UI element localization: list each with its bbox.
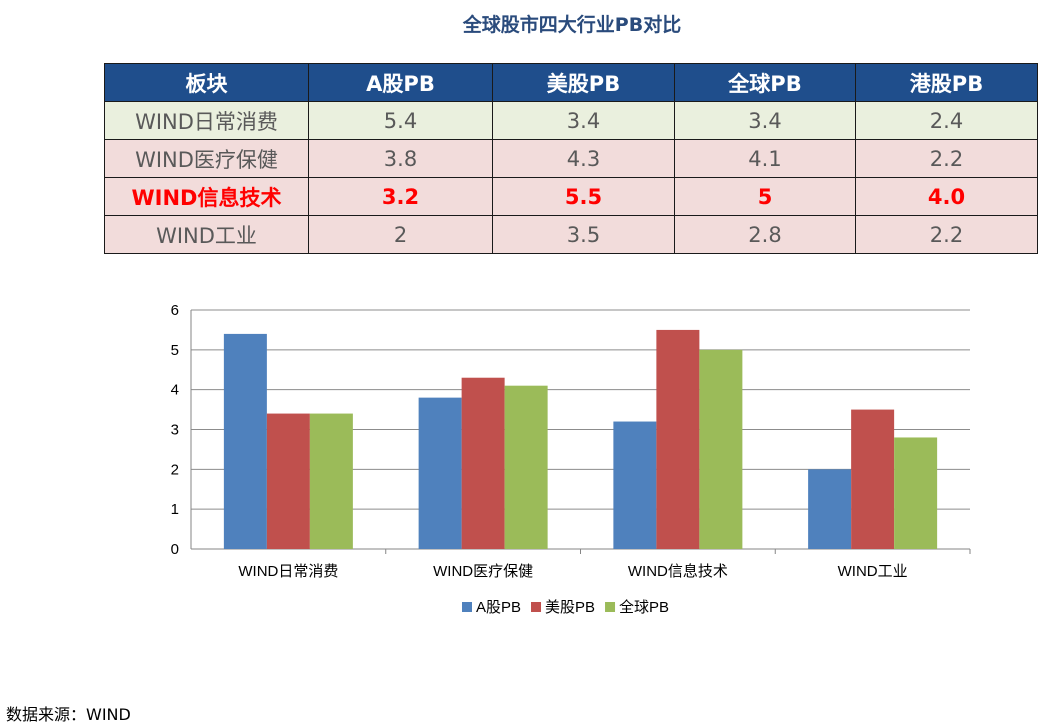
bar bbox=[461, 377, 505, 549]
x-tick-label: WIND日常消费 bbox=[238, 563, 338, 580]
bar bbox=[266, 413, 310, 549]
table-cell: WIND日常消费 bbox=[104, 101, 309, 140]
table-cell: 4.0 bbox=[855, 177, 1038, 216]
table-cell: 5.4 bbox=[308, 101, 493, 140]
table-cell: WIND医疗保健 bbox=[104, 139, 309, 178]
legend-label: 美股PB bbox=[545, 599, 595, 616]
pb-table: 板块 A股PB 美股PB 全球PB 港股PB WIND日常消费 5.4 3.4 … bbox=[104, 63, 1038, 254]
bar bbox=[309, 413, 353, 549]
table-cell: 2 bbox=[308, 215, 493, 254]
x-tick-label: WIND医疗保健 bbox=[433, 563, 533, 580]
legend-label: A股PB bbox=[476, 599, 521, 616]
x-tick-label: WIND信息技术 bbox=[628, 563, 728, 580]
x-tick-label: WIND工业 bbox=[838, 563, 908, 580]
table-cell: 2.8 bbox=[674, 215, 856, 254]
bar bbox=[851, 409, 895, 549]
bar bbox=[504, 385, 548, 549]
table-cell: 4.1 bbox=[674, 139, 856, 178]
bar bbox=[656, 329, 700, 549]
bar bbox=[418, 397, 462, 549]
table-header-row: 板块 A股PB 美股PB 全球PB 港股PB bbox=[104, 63, 1038, 102]
bar bbox=[699, 349, 743, 549]
table-cell: 3.5 bbox=[492, 215, 675, 254]
table-cell: 4.3 bbox=[492, 139, 675, 178]
header-us-pb: 美股PB bbox=[492, 63, 675, 102]
y-tick-label: 1 bbox=[171, 501, 179, 518]
table-cell: WIND工业 bbox=[104, 215, 309, 254]
y-tick-label: 5 bbox=[171, 342, 179, 359]
table-cell: 2.2 bbox=[855, 215, 1038, 254]
bar bbox=[223, 333, 267, 549]
page-title: 全球股市四大行业PB对比 bbox=[462, 14, 682, 36]
table-cell: 3.4 bbox=[674, 101, 856, 140]
bar bbox=[894, 437, 938, 549]
header-global-pb: 全球PB bbox=[674, 63, 856, 102]
header-a-share-pb: A股PB bbox=[308, 63, 493, 102]
table-cell: 5.5 bbox=[492, 177, 675, 216]
y-tick-label: 0 bbox=[171, 541, 179, 558]
table-row: WIND工业 2 3.5 2.8 2.2 bbox=[104, 215, 1038, 254]
bar bbox=[613, 421, 657, 549]
y-tick-label: 2 bbox=[171, 461, 179, 478]
table-cell: 5 bbox=[674, 177, 856, 216]
table-cell: 2.4 bbox=[855, 101, 1038, 140]
y-tick-label: 3 bbox=[171, 422, 179, 439]
legend-label: 全球PB bbox=[619, 598, 669, 616]
legend-swatch bbox=[531, 602, 542, 612]
table-cell: 3.4 bbox=[492, 101, 675, 140]
legend-swatch bbox=[605, 602, 616, 612]
data-source-note: 数据来源：WIND bbox=[6, 705, 131, 724]
legend-swatch bbox=[462, 602, 472, 612]
table-cell: WIND信息技术 bbox=[104, 177, 309, 216]
table-row: WIND日常消费 5.4 3.4 3.4 2.4 bbox=[104, 101, 1038, 140]
y-tick-label: 6 bbox=[171, 302, 179, 319]
y-tick-label: 4 bbox=[171, 382, 179, 399]
bar bbox=[808, 469, 852, 549]
table-cell: 2.2 bbox=[855, 139, 1038, 178]
